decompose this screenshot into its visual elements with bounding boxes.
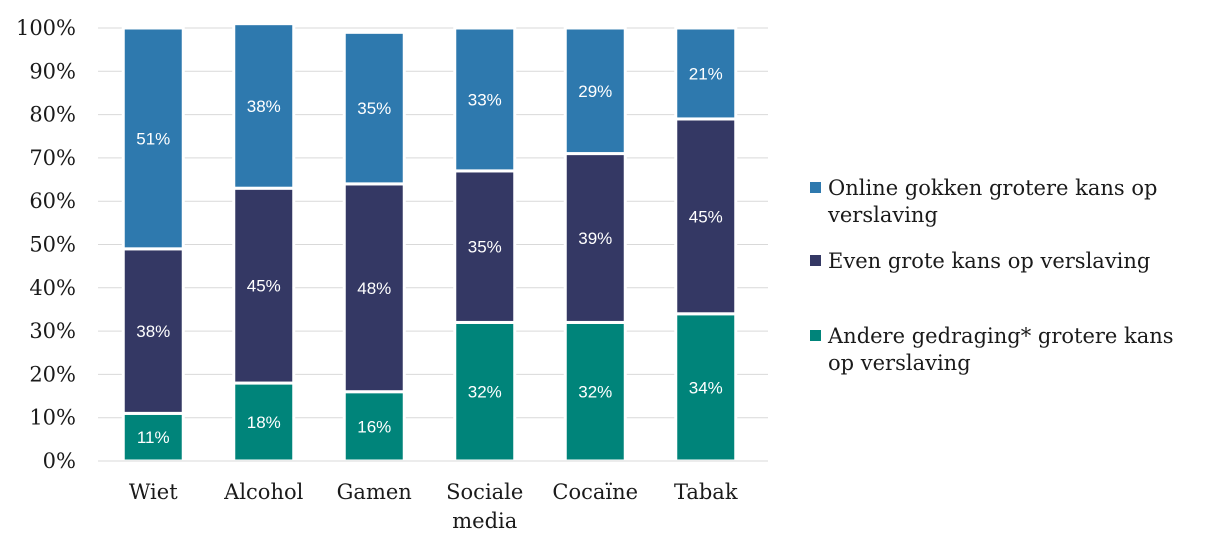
- data-label: 32%: [468, 383, 502, 402]
- data-label: 34%: [689, 378, 723, 397]
- data-label: 48%: [357, 279, 391, 298]
- data-label: 39%: [578, 229, 612, 248]
- grid-lines: [98, 27, 768, 419]
- data-label: 32%: [578, 383, 612, 402]
- legend-swatch: [810, 330, 821, 341]
- legend-label: Even grote kans op verslaving: [828, 249, 1150, 273]
- data-label: 11%: [137, 428, 170, 447]
- y-tick-label: 30%: [29, 319, 76, 343]
- y-tick-label: 20%: [29, 362, 76, 386]
- data-label: 21%: [689, 64, 723, 83]
- data-label: 38%: [136, 322, 170, 341]
- y-tick-label: 0%: [43, 449, 76, 473]
- y-tick-label: 60%: [29, 189, 76, 213]
- y-tick-label: 10%: [29, 406, 76, 430]
- legend: Online gokken grotere kans op verslaving E…: [810, 176, 1174, 375]
- bar-segment: [674, 26, 738, 121]
- y-tick-label: 90%: [29, 59, 76, 83]
- data-label: 16%: [357, 417, 391, 436]
- bar-segment: [232, 186, 296, 385]
- data-label: 33%: [468, 90, 502, 109]
- data-label: 35%: [468, 238, 502, 257]
- bar-segment: [232, 381, 296, 463]
- bar-segment: [342, 182, 406, 394]
- bar-segment: [232, 22, 296, 190]
- x-category-label: Cocaïne: [552, 480, 638, 504]
- bar-segment: [453, 169, 517, 324]
- y-tick-label: 70%: [29, 146, 76, 170]
- y-tick-label: 100%: [16, 16, 76, 40]
- data-label: 35%: [357, 99, 391, 118]
- y-axis: 0% 10% 20% 30% 40% 50% 60% 70% 80% 90% 100%: [16, 16, 76, 473]
- x-category-label: Wiet: [129, 480, 178, 504]
- x-category-label: Alcohol: [223, 480, 303, 504]
- legend-swatch: [810, 182, 821, 193]
- legend-swatch: [810, 255, 821, 266]
- bar-segment: [563, 26, 627, 156]
- data-label: 38%: [247, 97, 281, 116]
- bar-segment: [563, 320, 627, 463]
- x-category-label: Tabak: [674, 480, 738, 504]
- legend-label: Online gokken grotere kans op: [828, 176, 1157, 200]
- x-axis: Wiet Alcohol Gamen Sociale media Cocaïne Tabak: [98, 460, 768, 533]
- bar-segment: [674, 117, 738, 316]
- x-category-label: Gamen: [337, 480, 412, 504]
- legend-label: Andere gedraging* grotere kans: [827, 324, 1174, 348]
- bars: 11% 38% 51% 18% 45% 38% 16% 48% 35% 32% 35% 33% 32% 3…: [121, 22, 738, 463]
- bar-segment: [453, 320, 517, 463]
- y-tick-label: 50%: [29, 233, 76, 257]
- bar-segment: [342, 390, 406, 463]
- data-label: 18%: [247, 413, 281, 432]
- y-tick-label: 40%: [29, 276, 76, 300]
- legend-label: verslaving: [827, 203, 938, 227]
- bar-segment: [121, 26, 185, 251]
- legend-label: op verslaving: [828, 351, 971, 375]
- bar-segment: [342, 30, 406, 186]
- x-category-label: media: [452, 509, 517, 533]
- y-tick-label: 80%: [29, 103, 76, 127]
- data-label: 45%: [247, 277, 281, 296]
- data-label: 45%: [689, 207, 723, 226]
- x-category-label: Sociale: [446, 480, 523, 504]
- bar-segment: [453, 26, 517, 173]
- data-label: 29%: [578, 82, 612, 101]
- data-label: 51%: [136, 129, 170, 148]
